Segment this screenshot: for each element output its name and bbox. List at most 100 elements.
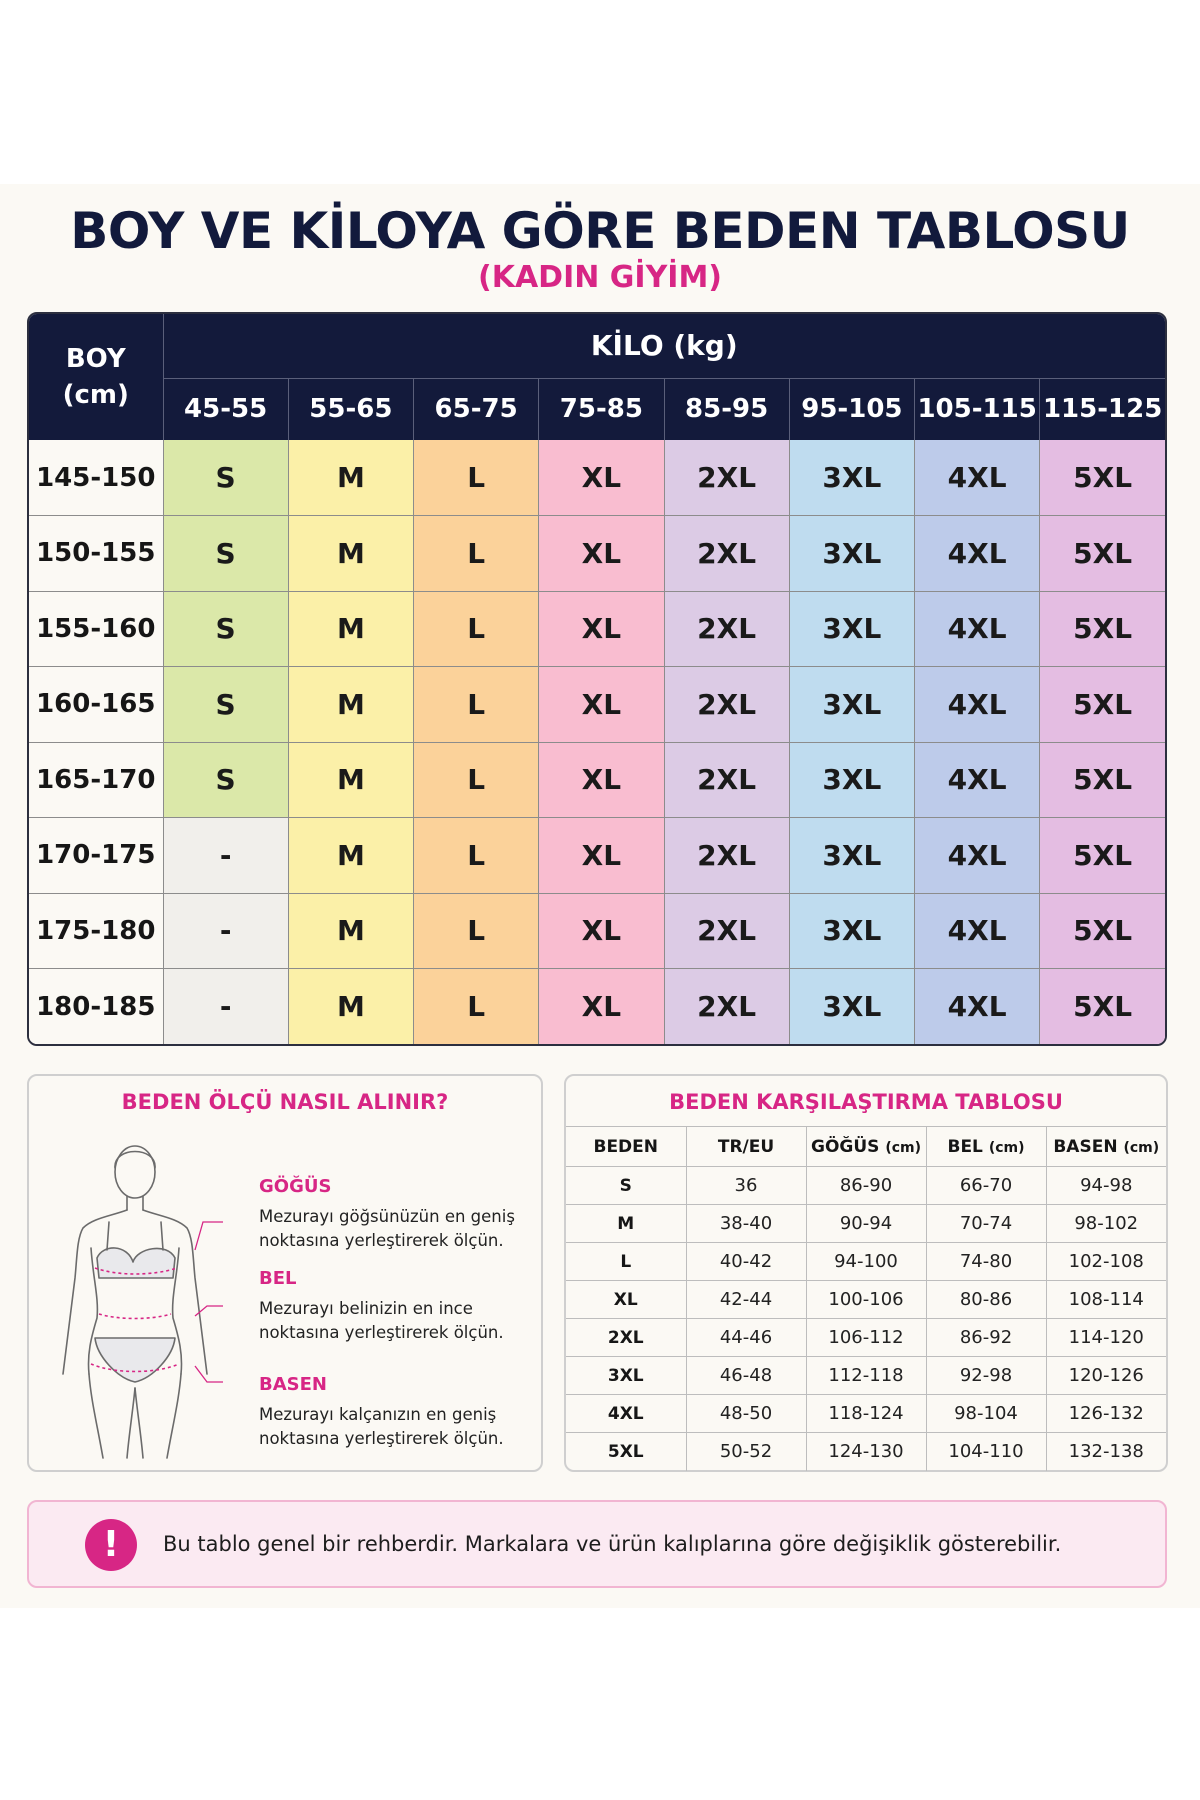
size-cell: 3XL xyxy=(789,591,916,667)
size-cell: 2XL xyxy=(664,968,790,1044)
size-cell: XL xyxy=(538,968,665,1044)
female-body-outline-icon xyxy=(62,1145,223,1459)
measure-label-chest: GÖĞÜS xyxy=(259,1176,332,1197)
size-cell: 4XL xyxy=(914,440,1041,516)
size-cell: 4XL xyxy=(914,666,1041,743)
page-subtitle: (KADIN GİYİM) xyxy=(477,260,723,295)
size-cell: M xyxy=(288,591,415,667)
page-title: BOY VE KİLOYA GÖRE BEDEN TABLOSU xyxy=(70,202,1130,260)
comparison-cell: 48-50 xyxy=(686,1394,807,1433)
height-range-cell: 180-185 xyxy=(29,968,164,1044)
weight-range-header: 65-75 xyxy=(413,378,540,440)
measure-label-hips: BASEN xyxy=(259,1374,327,1395)
comparison-cell: 5XL xyxy=(566,1432,687,1471)
size-cell: M xyxy=(288,666,415,743)
comparison-body: S 36 86-90 66-70 94-98 M 38-40 90-94 70-74 98-102… xyxy=(566,1166,1166,1471)
size-cell: S xyxy=(163,591,289,667)
comparison-header-cell: GÖĞÜS (cm) xyxy=(806,1126,927,1167)
height-range-cell: 150-155 xyxy=(29,515,164,592)
comparison-row: S 36 86-90 66-70 94-98 xyxy=(566,1166,1166,1205)
size-cell: 2XL xyxy=(664,742,790,818)
height-range-cell: 165-170 xyxy=(29,742,164,818)
height-column-header: BOY (cm) xyxy=(29,314,164,440)
measure-text-line: Mezurayı göğsünüzün en geniş xyxy=(259,1207,515,1226)
comparison-header-label: BEL xyxy=(947,1136,983,1157)
comparison-cell: 114-120 xyxy=(1046,1318,1166,1357)
size-cell: 4XL xyxy=(914,742,1041,818)
size-cell: 2XL xyxy=(664,817,790,894)
comparison-cell: 40-42 xyxy=(686,1242,807,1281)
height-range-cell: 155-160 xyxy=(29,591,164,667)
weight-range-header-row: 45-55 55-65 65-75 75-85 85-95 95-105 105-115 11… xyxy=(29,378,1165,440)
size-cell: S xyxy=(163,742,289,818)
measure-text-line: noktasına yerleştirerek ölçün. xyxy=(259,1231,504,1250)
comparison-row: 2XL 44-46 106-112 86-92 114-120 xyxy=(566,1318,1166,1357)
size-comparison-panel: BEDEN KARŞILAŞTIRMA TABLOSU BEDEN TR/EU GÖ… xyxy=(564,1074,1168,1472)
comparison-row: 5XL 50-52 124-130 104-110 132-138 xyxy=(566,1432,1166,1471)
size-cell: 5XL xyxy=(1039,440,1165,516)
size-cell: 2XL xyxy=(664,893,790,969)
comparison-cell: 98-102 xyxy=(1046,1204,1166,1243)
size-cell: 5XL xyxy=(1039,968,1165,1044)
size-cell: 3XL xyxy=(789,666,916,743)
measure-item-chest: GÖĞÜS Mezurayı göğsünüzün en geniş nokta… xyxy=(259,1176,539,1253)
size-chart-row: 155-160 S M L XL 2XL 3XL 4XL 5XL xyxy=(29,591,1165,667)
size-cell: XL xyxy=(538,666,665,743)
comparison-cell: 104-110 xyxy=(926,1432,1047,1471)
comparison-cell: 98-104 xyxy=(926,1394,1047,1433)
size-chart-row: 150-155 S M L XL 2XL 3XL 4XL 5XL xyxy=(29,515,1165,592)
weight-range-header: 55-65 xyxy=(288,378,415,440)
size-cell: XL xyxy=(538,515,665,592)
size-cell: L xyxy=(413,666,540,743)
weight-range-header: 95-105 xyxy=(789,378,916,440)
size-cell: 4XL xyxy=(914,968,1041,1044)
size-cell: 4XL xyxy=(914,591,1041,667)
comparison-title: BEDEN KARŞILAŞTIRMA TABLOSU xyxy=(669,1090,1063,1114)
size-cell: 4XL xyxy=(914,515,1041,592)
comparison-cell: 38-40 xyxy=(686,1204,807,1243)
weight-range-header: 85-95 xyxy=(664,378,790,440)
comparison-cell: 66-70 xyxy=(926,1166,1047,1205)
comparison-cell: 4XL xyxy=(566,1394,687,1433)
size-cell: - xyxy=(163,893,289,969)
comparison-cell: S xyxy=(566,1166,687,1205)
comparison-cell: 90-94 xyxy=(806,1204,927,1243)
comparison-row: 3XL 46-48 112-118 92-98 120-126 xyxy=(566,1356,1166,1395)
size-cell: S xyxy=(163,666,289,743)
measure-item-hips: BASEN Mezurayı kalçanızın en geniş nokta… xyxy=(259,1374,539,1451)
size-cell: L xyxy=(413,440,540,516)
weight-header: KİLO (kg) xyxy=(163,314,1165,379)
weight-range-header: 45-55 xyxy=(163,378,289,440)
comparison-cell: 80-86 xyxy=(926,1280,1047,1319)
comparison-cell: 106-112 xyxy=(806,1318,927,1357)
comparison-cell: 120-126 xyxy=(1046,1356,1166,1395)
height-header-label: BOY xyxy=(65,344,126,374)
comparison-header-cell: BEL (cm) xyxy=(926,1126,1047,1167)
size-cell: XL xyxy=(538,742,665,818)
comparison-cell: 126-132 xyxy=(1046,1394,1166,1433)
comparison-cell: 112-118 xyxy=(806,1356,927,1395)
comparison-cell: 86-92 xyxy=(926,1318,1047,1357)
size-cell: 5XL xyxy=(1039,742,1165,818)
size-cell: L xyxy=(413,817,540,894)
comparison-cell: 100-106 xyxy=(806,1280,927,1319)
measurement-guide-title: BEDEN ÖLÇÜ NASIL ALINIR? xyxy=(121,1090,449,1114)
size-cell: M xyxy=(288,968,415,1044)
comparison-cell: 108-114 xyxy=(1046,1280,1166,1319)
comparison-cell: 2XL xyxy=(566,1318,687,1357)
size-cell: 3XL xyxy=(789,515,916,592)
comparison-cell: 92-98 xyxy=(926,1356,1047,1395)
measure-text-line: Mezurayı belinizin en ince xyxy=(259,1299,473,1318)
measure-text-chest: Mezurayı göğsünüzün en geniş noktasına y… xyxy=(259,1205,539,1253)
comparison-cell: M xyxy=(566,1204,687,1243)
size-chart-row: 170-175- M L XL 2XL 3XL 4XL 5XL xyxy=(29,817,1165,894)
size-cell: XL xyxy=(538,893,665,969)
measure-label-waist: BEL xyxy=(259,1268,297,1289)
comparison-cell: 132-138 xyxy=(1046,1432,1166,1471)
size-chart-body: 145-150 S M L XL 2XL 3XL 4XL 5XL 150-155 S M L XL 2XL 3… xyxy=(29,440,1165,1044)
size-cell: 3XL xyxy=(789,742,916,818)
size-cell: M xyxy=(288,893,415,969)
size-cell: M xyxy=(288,440,415,516)
size-cell: L xyxy=(413,893,540,969)
size-cell: L xyxy=(413,515,540,592)
